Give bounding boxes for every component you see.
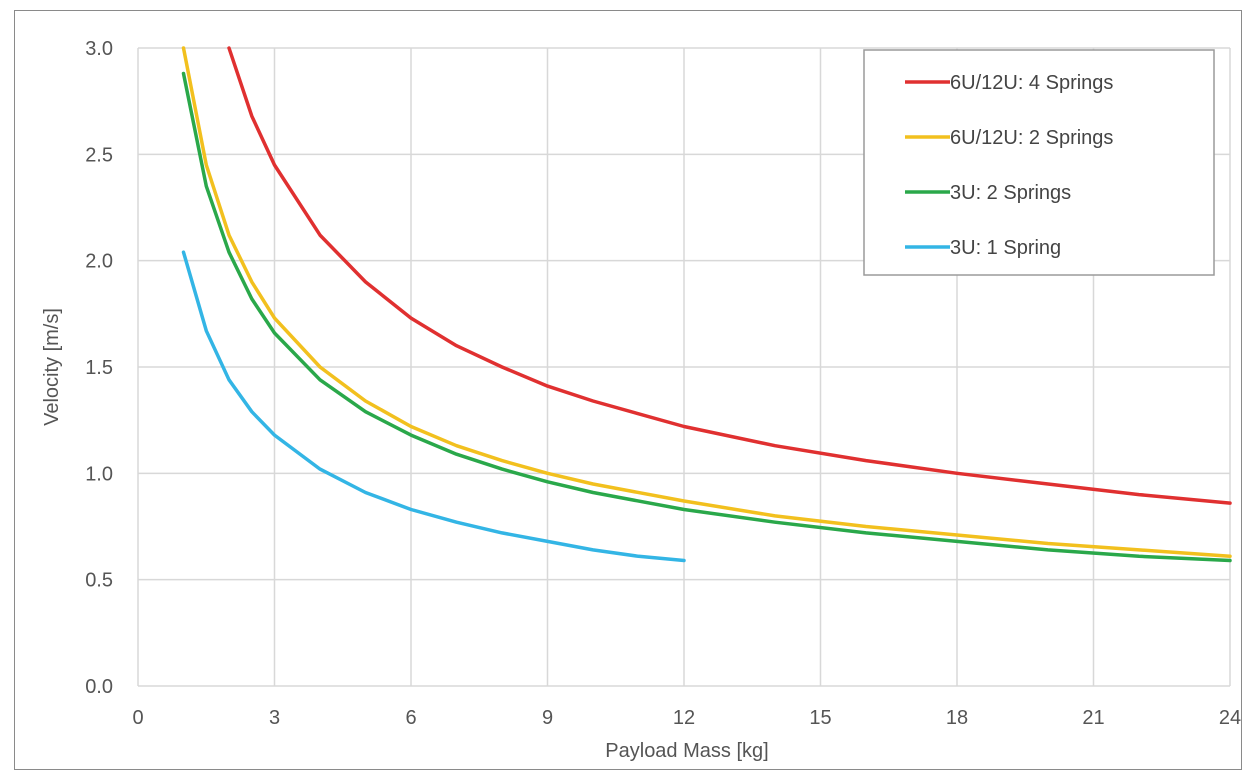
- x-tick-label: 18: [946, 707, 968, 729]
- series-line-3: [181, 71, 1232, 563]
- y-tick-label: 0.0: [85, 676, 113, 698]
- series-lines: [181, 46, 1232, 563]
- y-axis-label: Velocity [m/s]: [41, 308, 63, 426]
- legend: 6U/12U: 4 Springs 6U/12U: 2 Springs 3U: 2 …: [863, 49, 1215, 276]
- x-tick-label: 9: [542, 707, 553, 729]
- x-tick-label: 3: [269, 707, 280, 729]
- y-tick-label: 1.0: [85, 463, 113, 485]
- x-tick-label: 6: [405, 707, 416, 729]
- x-axis-label: Payload Mass [kg]: [605, 740, 768, 762]
- x-tick-label: 15: [809, 707, 831, 729]
- x-tick-label: 0: [132, 707, 143, 729]
- y-tick-label: 2.0: [85, 251, 113, 273]
- legend-label: 6U/12U: 2 Springs: [950, 127, 1113, 149]
- series-line-1: [227, 46, 1232, 505]
- y-tick-label: 1.5: [85, 357, 113, 379]
- series-line-2: [181, 46, 1232, 559]
- x-tick-label: 12: [673, 707, 695, 729]
- legend-label: 3U: 2 Springs: [950, 182, 1071, 204]
- y-tick-label: 3.0: [85, 38, 113, 60]
- x-tick-label: 24: [1219, 707, 1241, 729]
- legend-items: 6U/12U: 4 Springs 6U/12U: 2 Springs 3U: 2 …: [905, 72, 1113, 259]
- legend-box: [863, 49, 1215, 276]
- y-tick-label: 0.5: [85, 570, 113, 592]
- series-line-4: [181, 250, 686, 563]
- legend-label: 3U: 1 Spring: [950, 237, 1061, 259]
- y-tick-labels: 0.0 0.5 1.0 1.5 2.0 2.5 3.0: [85, 38, 113, 698]
- x-tick-labels: 0 3 6 9 12 15 18 21 24: [132, 707, 1241, 729]
- legend-label: 6U/12U: 4 Springs: [950, 72, 1113, 94]
- y-tick-label: 2.5: [85, 144, 113, 166]
- x-tick-label: 21: [1082, 707, 1104, 729]
